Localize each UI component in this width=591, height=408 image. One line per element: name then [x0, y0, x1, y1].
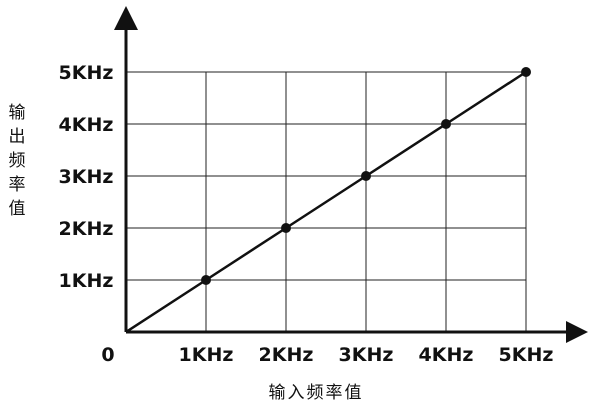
- y-tick-label: 1KHz: [59, 270, 114, 292]
- data-point: [361, 171, 371, 181]
- x-tick-label: 4KHz: [419, 344, 474, 366]
- series-line: [125, 70, 527, 334]
- axes: [114, 6, 588, 343]
- x-tick-label: 2KHz: [259, 344, 314, 366]
- y-axis-title-char: 值: [9, 199, 26, 219]
- y-axis-title-char: 率: [9, 175, 26, 195]
- data-point: [441, 119, 451, 129]
- x-tick-label: 3KHz: [339, 344, 394, 366]
- y-tick-label: 5KHz: [59, 62, 114, 84]
- data-point: [201, 275, 211, 285]
- y-tick-label: 3KHz: [59, 166, 114, 188]
- y-axis-title-char: 出: [9, 127, 26, 147]
- x-tick-label: 1KHz: [179, 344, 234, 366]
- y-tick-label: 4KHz: [59, 114, 114, 136]
- y-axis-title-char: 输: [9, 103, 26, 123]
- x-tick-label: 5KHz: [499, 344, 554, 366]
- y-axis-title-char: 频: [9, 151, 26, 171]
- series-group: [125, 67, 531, 334]
- grid: [126, 71, 527, 332]
- y-tick-label: 2KHz: [59, 218, 114, 240]
- y-axis-arrow: [114, 6, 138, 30]
- origin-label: 0: [101, 344, 114, 366]
- x-axis-title: 输入频率值: [269, 383, 364, 403]
- x-axis-arrow: [566, 321, 588, 343]
- x-axis-title-text: 输入频率值: [269, 383, 364, 403]
- data-point: [281, 223, 291, 233]
- data-point: [521, 67, 531, 77]
- labels: 0 1KHz 2KHz 3KHz 4KHz 5KHz 1KHz 2KHz 3KHz 4KHz 5K…: [59, 62, 554, 366]
